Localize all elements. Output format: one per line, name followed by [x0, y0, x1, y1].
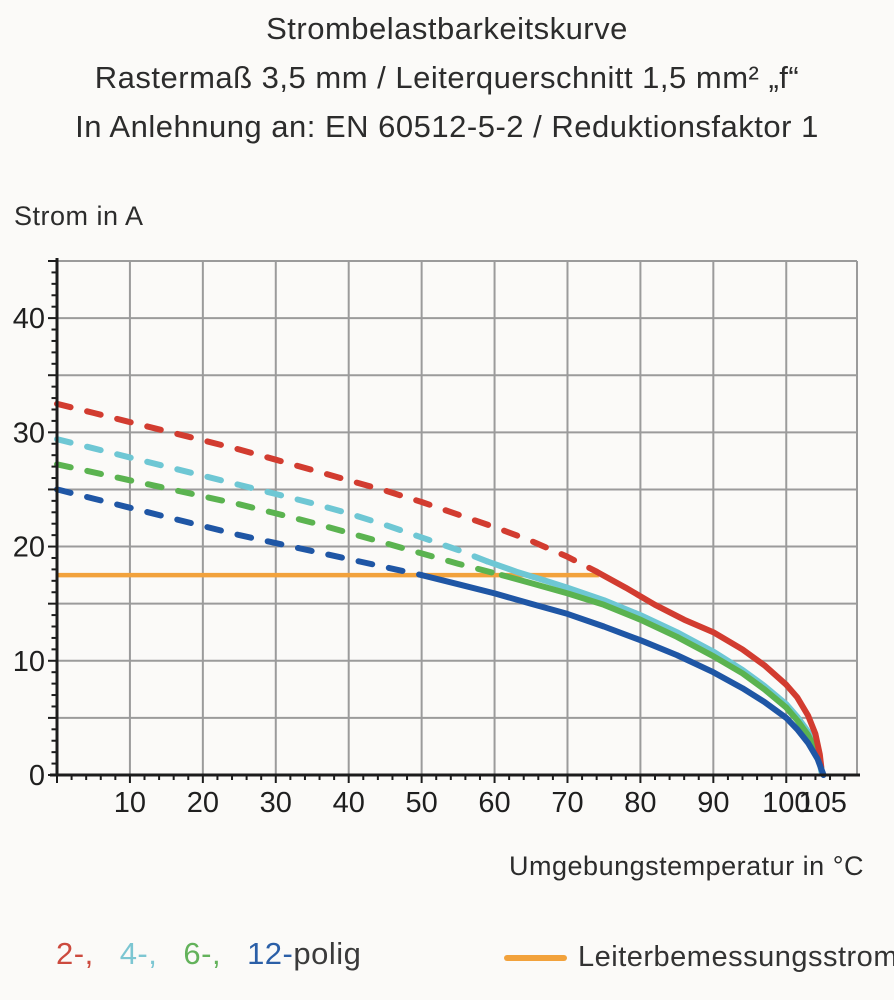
y-tick-label-0: 0	[29, 760, 45, 792]
chart-title-line-1: Strombelastbarkeitskurve	[266, 11, 628, 46]
x-tick-label-50: 50	[405, 787, 437, 819]
legend-item-12-polig: 12-	[247, 936, 294, 971]
curve-2-polig	[54, 400, 825, 770]
rated-current-line-swatch	[504, 955, 567, 961]
x-tick-label-20: 20	[187, 787, 219, 819]
x-axis-title: Umgebungstemperatur in °C	[509, 851, 864, 881]
x-tick-label-30: 30	[260, 787, 292, 819]
x-tick-label-105: 105	[799, 787, 847, 819]
x-tick-label-70: 70	[551, 787, 583, 819]
chart-title: Strombelastbarkeitskurve Rastermaß 3,5 m…	[0, 4, 894, 151]
y-tick-label-20: 20	[13, 532, 45, 564]
x-tick-label-100: 100	[762, 787, 810, 819]
x-tick-label-80: 80	[624, 787, 656, 819]
pole-legend: 2-, 4-, 6-, 12-polig	[56, 936, 361, 972]
rated-current-legend-label: Leiterbemessungsstrom	[578, 941, 894, 973]
x-tick-label-90: 90	[697, 787, 729, 819]
x-tick-label-60: 60	[478, 787, 510, 819]
curve-6-polig	[54, 461, 825, 772]
x-tick-label-10: 10	[114, 787, 146, 819]
legend-item-6-polig: 6-,	[183, 936, 222, 971]
y-axis-title: Strom in A	[14, 201, 144, 231]
chart-title-line-2: Rastermaß 3,5 mm / Leiterquerschnitt 1,5…	[94, 60, 800, 95]
x-tick-label-40: 40	[333, 787, 365, 819]
legend-polig-suffix: polig	[293, 936, 362, 971]
axes	[50, 258, 860, 777]
y-tick-label-10: 10	[13, 646, 45, 678]
chart-title-line-3: In Anlehnung an: EN 60512-5-2 / Reduktio…	[75, 109, 819, 144]
legend-item-2-polig: 2-,	[56, 936, 94, 971]
curve-12-polig	[54, 486, 827, 778]
axis-ticks	[48, 260, 846, 783]
legend-item-4-polig: 4-,	[119, 936, 158, 971]
y-tick-label-30: 30	[13, 417, 45, 449]
y-tick-label-40: 40	[13, 303, 45, 335]
